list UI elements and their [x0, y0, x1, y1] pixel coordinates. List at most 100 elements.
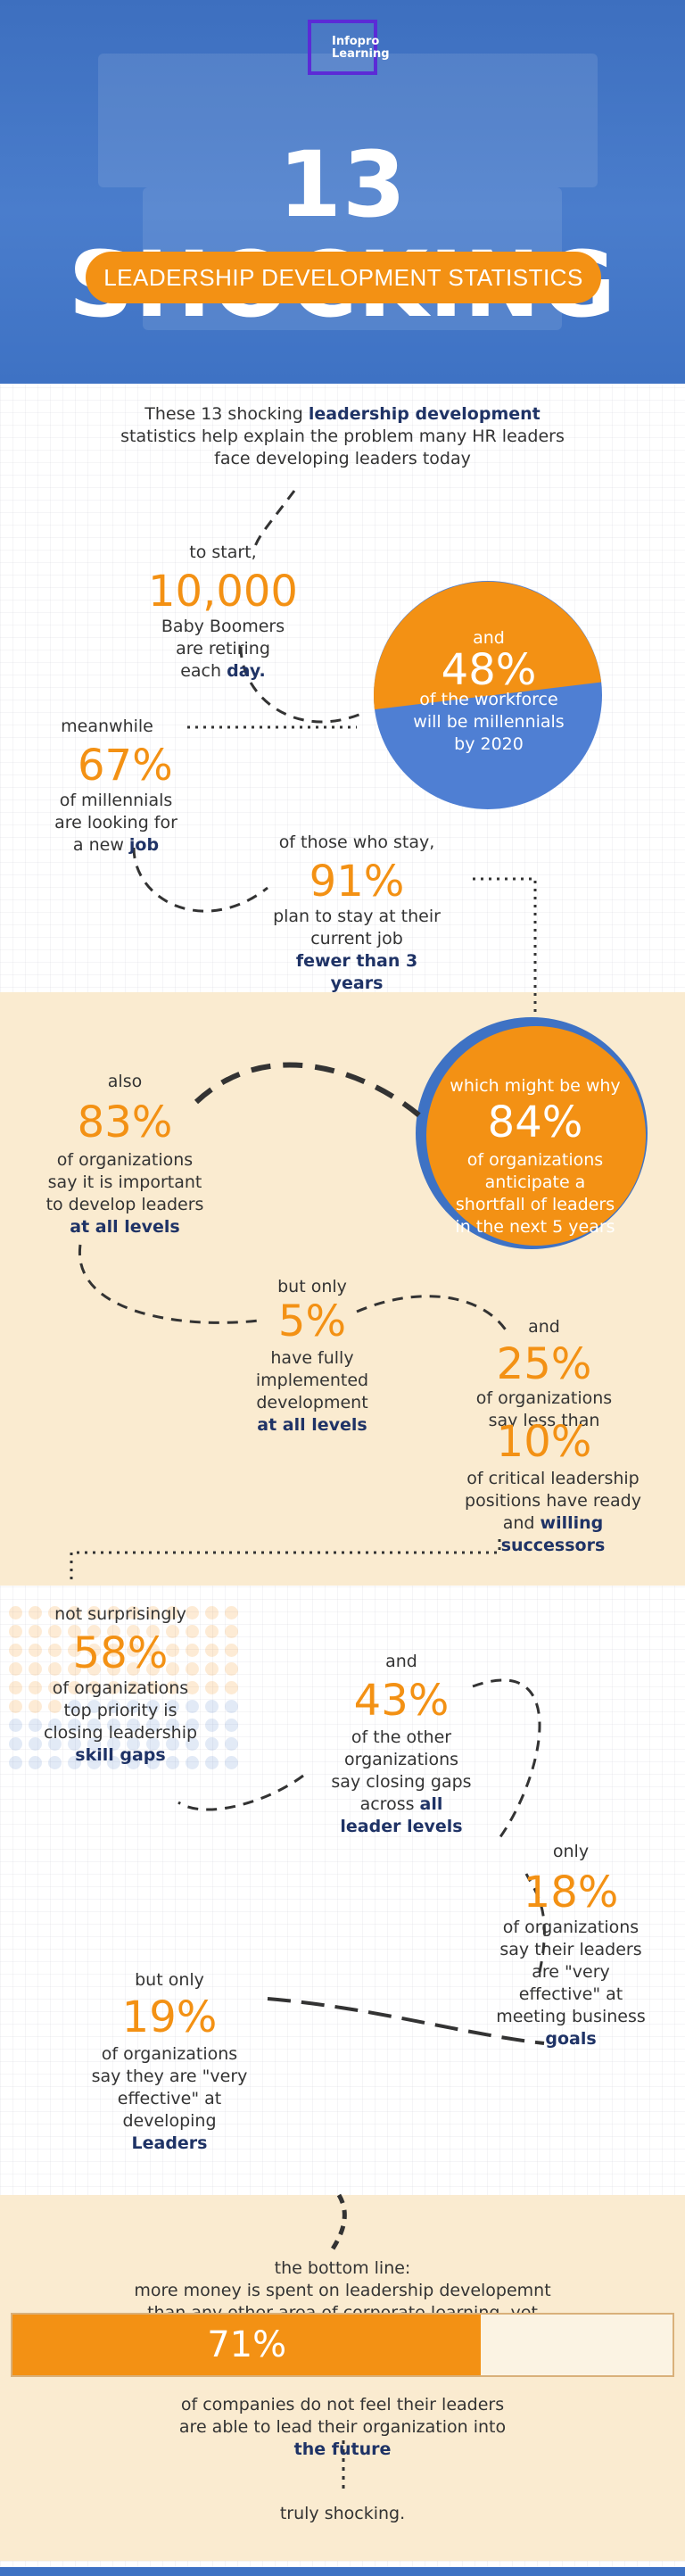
grid-dot	[166, 1719, 179, 1732]
grid-dot	[166, 1681, 179, 1694]
grid-dot	[87, 1681, 101, 1694]
stat-5-text: of organizations anticipate a shortfall …	[455, 1150, 615, 1237]
grid-dot	[107, 1719, 120, 1732]
bottom-line-1: more money is spent on leadership develo…	[134, 2281, 551, 2300]
grid-dot	[186, 1644, 199, 1657]
logo-frame	[308, 20, 377, 75]
grid-dot	[166, 1625, 179, 1638]
grid-dot	[48, 1644, 62, 1657]
grid-dot	[186, 1756, 199, 1769]
closing-text: truly shocking.	[279, 2504, 406, 2523]
grid-dot	[146, 1719, 160, 1732]
grid-dot	[186, 1737, 199, 1751]
stat-7-value: 5%	[277, 1296, 347, 1346]
connector	[132, 847, 268, 913]
intro-line-2: statistics help explain the problem many…	[120, 427, 565, 446]
grid-dot	[166, 1644, 179, 1657]
grid-dot	[107, 1644, 120, 1657]
grid-dot	[146, 1756, 160, 1769]
grid-dot	[87, 1625, 101, 1638]
progress-bar-71: 71%	[11, 2313, 674, 2377]
intro-highlight: leadership development	[308, 404, 541, 424]
stat-11-text: of the other organizations say closing g…	[331, 1727, 472, 1836]
stat-12-value: 18%	[523, 1868, 619, 1918]
grid-dot	[127, 1719, 140, 1732]
stat-8-value: 25%	[496, 1339, 592, 1389]
grid-dot	[29, 1681, 42, 1694]
grid-dot	[205, 1606, 219, 1619]
grid-dot	[9, 1737, 22, 1751]
grid-dot	[87, 1644, 101, 1657]
grid-dot	[127, 1700, 140, 1713]
stat-7-text: have fully implemented development at all…	[255, 1348, 369, 1435]
grid-dot	[68, 1756, 81, 1769]
stat-12-text: of organizations say their leaders are "…	[496, 1918, 646, 2049]
stat-13-lead: but only	[135, 1970, 204, 1990]
grid-dot	[146, 1737, 160, 1751]
grid-dot	[48, 1662, 62, 1676]
grid-dot	[87, 1719, 101, 1732]
bottom-lead: the bottom line:	[274, 2258, 411, 2278]
grid-dot	[48, 1625, 62, 1638]
grid-dot	[127, 1756, 140, 1769]
grid-dot	[48, 1681, 62, 1694]
grid-dot	[205, 1625, 219, 1638]
grid-dot	[68, 1644, 81, 1657]
page-title: 13 SHOCKING	[69, 132, 615, 335]
grid-dot	[87, 1737, 101, 1751]
grid-dot	[205, 1662, 219, 1676]
stat-4-lead: of those who stay,	[278, 832, 435, 852]
grid-dot	[48, 1737, 62, 1751]
subtitle-pill: LEADERSHIP DEVELOPMENT STATISTICS	[86, 252, 601, 303]
grid-dot	[146, 1681, 160, 1694]
stat-13-text: of organizations say they are "very effe…	[91, 2044, 248, 2153]
grid-dot	[87, 1700, 101, 1713]
stat-4-text: plan to stay at their current job fewer t…	[273, 907, 441, 993]
grid-dot	[127, 1625, 140, 1638]
grid-dot	[9, 1719, 22, 1732]
stat-3-text: of millennials are looking for a new job	[54, 791, 177, 855]
stat-11-value: 43%	[353, 1676, 450, 1726]
grid-dot	[87, 1606, 101, 1619]
grid-dot	[225, 1662, 238, 1676]
grid-dot	[48, 1606, 62, 1619]
stat-3-lead: meanwhile	[61, 716, 153, 736]
pie-slice-48	[374, 581, 602, 710]
grid-dot	[186, 1625, 199, 1638]
stat-2-lead: and	[473, 628, 505, 648]
connector	[472, 1678, 541, 1839]
grid-dot	[29, 1625, 42, 1638]
logo: Infopro Learning	[332, 36, 403, 61]
grid-dot	[225, 1700, 238, 1713]
grid-dot	[166, 1756, 179, 1769]
grid-dot	[146, 1625, 160, 1638]
grid-dot	[166, 1606, 179, 1619]
circle-84-inner	[426, 1026, 646, 1246]
stat-1-text: Baby Boomers are retiring each day.	[161, 617, 285, 681]
grid-dot	[225, 1625, 238, 1638]
grid-dot	[146, 1606, 160, 1619]
grid-dot	[225, 1737, 238, 1751]
stat-10-value: 58%	[72, 1628, 169, 1678]
progress-bar-value: 71%	[207, 2324, 287, 2365]
grid-dot	[225, 1681, 238, 1694]
grid-dot	[186, 1700, 199, 1713]
stat-5-lead: which might be why	[450, 1076, 621, 1096]
stat-2-value: 48%	[441, 645, 537, 695]
grid-dot	[9, 1700, 22, 1713]
grid-dot	[48, 1719, 62, 1732]
grid-dot	[127, 1662, 140, 1676]
grid-dot	[68, 1606, 81, 1619]
grid-dot	[166, 1700, 179, 1713]
logo-line-1: Infopro	[332, 35, 380, 48]
stat-6-lead: also	[107, 1072, 143, 1091]
connector	[177, 1774, 304, 1811]
stat-11-lead: and	[385, 1652, 417, 1671]
grid-dot	[29, 1756, 42, 1769]
stat-9-text: of critical leadership positions have re…	[465, 1469, 641, 1555]
grid-dot	[48, 1756, 62, 1769]
stat-9-value: 10%	[496, 1417, 592, 1467]
grid-dot	[186, 1606, 199, 1619]
grid-dot	[107, 1737, 120, 1751]
stat-1-value: 10,000	[148, 567, 298, 617]
